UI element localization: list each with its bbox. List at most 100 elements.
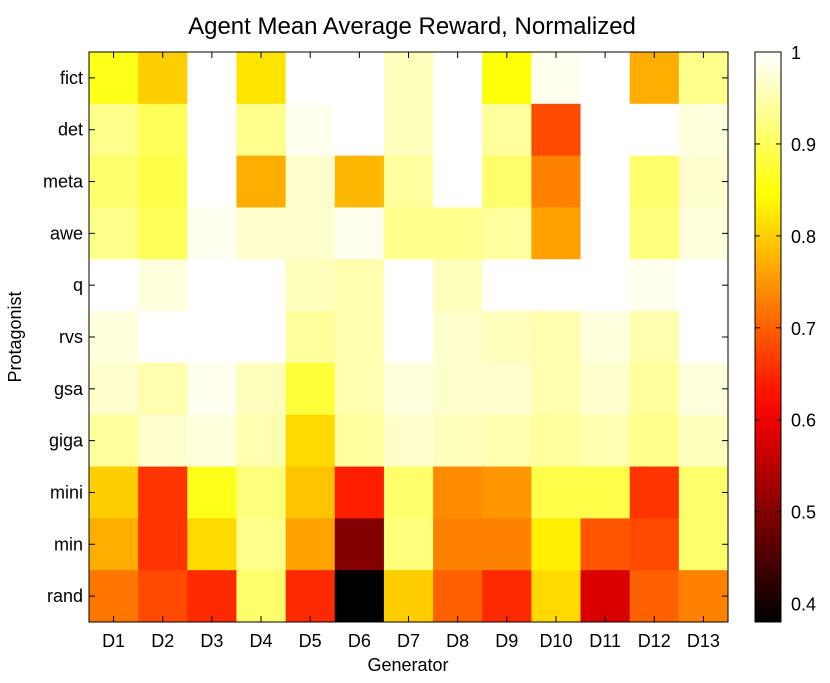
heatmap-cell: [187, 155, 237, 208]
colorbar-tick-label: 0.8: [791, 227, 816, 247]
heatmap-cell: [236, 207, 287, 260]
heatmap-cell: [334, 259, 385, 312]
x-tick-label: D13: [687, 631, 720, 651]
x-tick-label: D4: [250, 631, 273, 651]
colorbar-tick-label: 0.5: [791, 503, 816, 523]
heatmap-cell: [236, 155, 287, 208]
heatmap-cell: [187, 52, 237, 105]
heatmap-cell: [629, 207, 680, 260]
heatmap-cell: [629, 103, 680, 157]
heatmap-cell: [531, 207, 582, 260]
heatmap-cell: [334, 518, 385, 571]
heatmap-cell: [236, 570, 287, 623]
x-tick-label: D10: [539, 631, 572, 651]
heatmap-cell: [383, 414, 434, 468]
heatmap-cell: [433, 518, 483, 571]
heatmap-cell: [580, 311, 631, 364]
heatmap-cell: [678, 155, 729, 208]
heatmap-cell: [334, 155, 385, 208]
heatmap-cell: [285, 207, 336, 260]
colorbar-tick-label: 0.4: [791, 595, 816, 615]
heatmap-cell: [334, 52, 385, 105]
heatmap-cell: [678, 311, 729, 364]
heatmap-cell: [138, 362, 188, 416]
y-tick-label: rand: [47, 586, 83, 606]
y-tick-label: gsa: [54, 379, 84, 399]
heatmap-cell: [236, 52, 287, 105]
heatmap-cell: [482, 103, 532, 157]
heatmap-cell: [138, 155, 188, 208]
x-tick-label: D5: [299, 631, 322, 651]
heatmap-cell: [138, 52, 188, 105]
heatmap-cell: [89, 518, 139, 571]
heatmap-cell: [678, 52, 729, 105]
heatmap-cell: [187, 103, 237, 157]
heatmap-cell: [580, 362, 631, 416]
heatmap-cell: [580, 570, 631, 623]
x-tick-label: D2: [151, 631, 174, 651]
x-tick-label: D9: [495, 631, 518, 651]
heatmap-cell: [482, 362, 532, 416]
heatmap-cell: [629, 518, 680, 571]
heatmap-cell: [89, 466, 139, 519]
heatmap-cell: [187, 362, 237, 416]
heatmap-cell: [531, 311, 582, 364]
heatmap-cell: [138, 103, 188, 157]
heatmap-cells: [89, 52, 729, 623]
colorbar-gradient: [754, 51, 782, 623]
heatmap-cell: [433, 311, 483, 364]
heatmap-cell: [285, 414, 336, 468]
x-tick-label: D7: [397, 631, 420, 651]
heatmap-cell: [138, 414, 188, 468]
heatmap-cell: [285, 466, 336, 519]
colorbar: 0.4 0.5 0.6 0.7 0.8 0.9 1: [754, 43, 816, 623]
heatmap-cell: [236, 518, 287, 571]
heatmap-cell: [89, 414, 139, 468]
x-axis-label: Generator: [367, 655, 448, 675]
heatmap-cell: [678, 362, 729, 416]
heatmap-cell: [285, 570, 336, 623]
heatmap-cell: [89, 52, 139, 105]
heatmap-cell: [482, 52, 532, 105]
x-tick-label: D11: [589, 631, 621, 651]
heatmap-cell: [580, 414, 631, 468]
x-tick-labels: D1 D2 D3 D4 D5 D6 D7 D8 D9 D10 D11 D12 D13: [102, 52, 720, 651]
heatmap-cell: [482, 570, 532, 623]
heatmap-cell: [580, 259, 631, 312]
heatmap-cell: [89, 570, 139, 623]
chart-title: Agent Mean Average Reward, Normalized: [188, 13, 636, 40]
heatmap-cell: [433, 570, 483, 623]
heatmap-cell: [285, 518, 336, 571]
heatmap-cell: [236, 466, 287, 519]
heatmap-cell: [531, 103, 582, 157]
heatmap-cell: [285, 362, 336, 416]
heatmap-cell: [285, 52, 336, 105]
heatmap-cell: [383, 570, 434, 623]
heatmap-cell: [383, 52, 434, 105]
heatmap-cell: [531, 259, 582, 312]
heatmap-cell: [89, 259, 139, 312]
y-tick-label: det: [58, 120, 83, 140]
heatmap-cell: [580, 52, 631, 105]
heatmap-cell: [629, 570, 680, 623]
heatmap-cell: [531, 155, 582, 208]
heatmap-cell: [285, 311, 336, 364]
heatmap-cell: [187, 207, 237, 260]
heatmap-cell: [334, 570, 385, 623]
heatmap-cell: [629, 414, 680, 468]
heatmap-cell: [629, 52, 680, 105]
heatmap-cell: [678, 518, 729, 571]
x-tick-label: D12: [638, 631, 671, 651]
heatmap-cell: [383, 362, 434, 416]
heatmap-cell: [383, 311, 434, 364]
heatmap-cell: [334, 207, 385, 260]
heatmap-cell: [433, 259, 483, 312]
heatmap-cell: [629, 362, 680, 416]
heatmap-cell: [433, 103, 483, 157]
heatmap-cell: [138, 311, 188, 364]
colorbar-tick-label: 0.6: [791, 411, 816, 431]
heatmap-cell: [187, 466, 237, 519]
y-tick-label: mini: [50, 482, 83, 502]
heatmap-cell: [383, 259, 434, 312]
